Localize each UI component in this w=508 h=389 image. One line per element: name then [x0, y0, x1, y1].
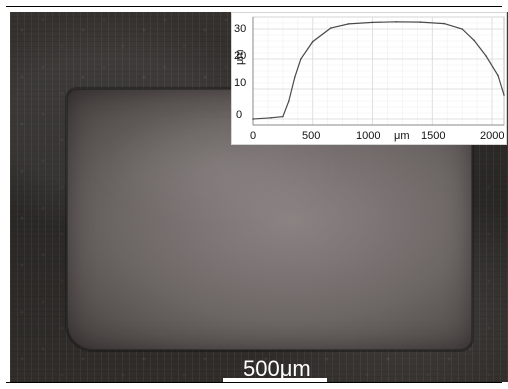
profile-data-point — [461, 28, 463, 30]
profile-data-point — [311, 40, 314, 43]
profile-data-point — [503, 94, 505, 96]
scale-bar-label: 500μm — [243, 356, 311, 381]
top-rule — [6, 6, 502, 7]
y-tick-label: 30 — [234, 23, 247, 35]
profile-data-point — [473, 39, 475, 42]
profile-data-point — [294, 76, 296, 78]
profile-data-point — [443, 22, 446, 25]
profile-data-point — [419, 21, 422, 23]
y-tick-label: 20 — [234, 50, 247, 62]
bottom-rule — [6, 382, 502, 383]
x-tick-label: 1500 — [421, 130, 446, 142]
x-tick-label: 1000 — [356, 130, 381, 142]
y-tick-label: 10 — [234, 77, 247, 89]
y-tick-label: 0 — [236, 109, 243, 121]
profile-data-point — [347, 23, 350, 25]
scale-bar — [223, 378, 327, 382]
profile-inset: 30 20 10 0 μm 0 500 1000 μm 1500 2000 — [231, 12, 507, 145]
y-axis-label: μm — [234, 49, 246, 65]
profile-data-point — [485, 55, 487, 57]
profile-data-point — [270, 117, 272, 119]
profile-data-point — [300, 58, 302, 60]
profile-data-point — [497, 74, 499, 77]
profile-chart — [252, 16, 505, 126]
profile-data-point — [252, 118, 254, 120]
x-tick-label: 2000 — [480, 130, 505, 142]
profile-data-point — [288, 100, 290, 102]
profile-data-point — [395, 21, 398, 23]
x-tick-label: 500 — [302, 130, 321, 142]
profile-series-line — [252, 21, 505, 120]
profile-data-point — [329, 27, 332, 29]
profile-data-point — [282, 115, 284, 118]
profile-data-point — [371, 21, 374, 24]
x-tick-label: 0 — [250, 130, 257, 142]
x-axis-label: μm — [394, 130, 410, 142]
